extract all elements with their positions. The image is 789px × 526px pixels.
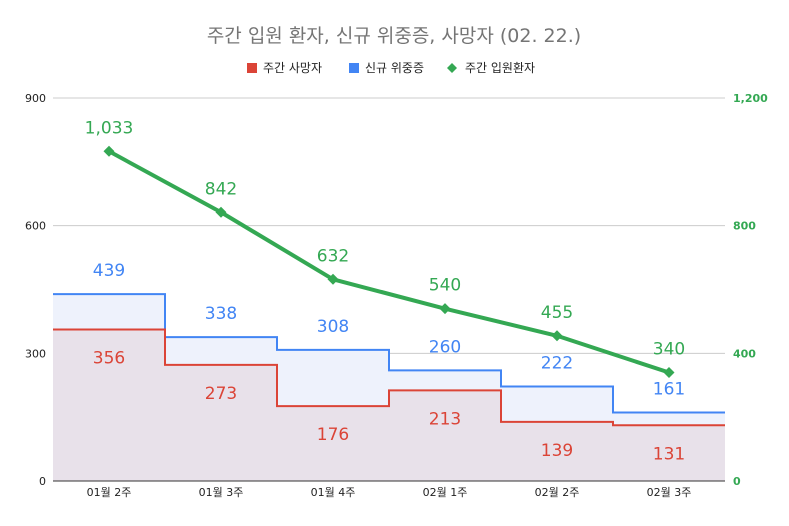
deaths-data-label: 176 bbox=[317, 425, 349, 445]
hospitalized-marker bbox=[551, 330, 563, 342]
hospitalized-data-label: 340 bbox=[653, 339, 685, 359]
x-tick-label: 02월 2주 bbox=[535, 486, 580, 499]
left-y-tick-label: 0 bbox=[39, 475, 46, 488]
right-y-tick-label: 400 bbox=[733, 347, 756, 360]
hospitalized-marker bbox=[215, 206, 227, 218]
severe-data-label: 260 bbox=[429, 337, 461, 357]
severe-data-label: 161 bbox=[653, 379, 685, 399]
data-labels: 439 338 308 260 222 161 356 273 176 213 139 131 1,03… bbox=[85, 118, 686, 464]
deaths-data-label: 356 bbox=[93, 349, 125, 369]
severe-data-label: 439 bbox=[93, 261, 125, 281]
legend: 주간 사망자 신규 위중증 주간 입원환자 bbox=[247, 61, 535, 75]
legend-label-hospitalized: 주간 입원환자 bbox=[465, 61, 535, 75]
hospitalized-data-label: 455 bbox=[541, 303, 573, 323]
legend-swatch-hospitalized bbox=[447, 63, 457, 73]
series-lines bbox=[53, 149, 725, 427]
step-areas bbox=[53, 294, 725, 481]
hospitalized-line bbox=[108, 149, 670, 375]
severe-data-label: 222 bbox=[541, 354, 573, 374]
deaths-step-line bbox=[53, 328, 725, 427]
x-tick-label: 02월 3주 bbox=[647, 486, 692, 499]
hospitalized-data-label: 1,033 bbox=[85, 118, 134, 138]
severe-data-label: 308 bbox=[317, 317, 349, 337]
right-y-tick-label: 800 bbox=[733, 220, 756, 233]
right-y-tick-label: 1,200 bbox=[733, 92, 768, 105]
hospitalized-marker bbox=[103, 145, 115, 157]
right-y-tick-label: 0 bbox=[733, 475, 741, 488]
series-markers bbox=[103, 145, 675, 378]
x-tick-label: 01월 2주 bbox=[87, 486, 132, 499]
severe-data-label: 338 bbox=[205, 304, 237, 324]
legend-label-deaths: 주간 사망자 bbox=[263, 61, 322, 75]
hospitalized-marker bbox=[327, 273, 339, 285]
deaths-data-label: 273 bbox=[205, 384, 237, 404]
hospitalized-marker bbox=[439, 303, 451, 315]
x-tick-label: 01월 3주 bbox=[199, 486, 244, 499]
legend-swatch-severe bbox=[349, 63, 359, 73]
left-y-tick-label: 900 bbox=[25, 92, 46, 105]
deaths-data-label: 213 bbox=[429, 409, 461, 429]
deaths-data-label: 139 bbox=[541, 441, 573, 461]
hospitalized-data-label: 540 bbox=[429, 276, 461, 296]
legend-swatch-deaths bbox=[247, 63, 257, 73]
deaths-data-label: 131 bbox=[653, 444, 685, 464]
left-y-tick-label: 600 bbox=[25, 220, 46, 233]
legend-label-severe: 신규 위중증 bbox=[365, 61, 424, 75]
axes: 01월 2주 01월 3주 01월 4주 02월 1주 02월 2주 02월 3주 0 300… bbox=[25, 92, 768, 499]
hospitalized-data-label: 632 bbox=[317, 246, 349, 266]
left-y-tick-label: 300 bbox=[25, 347, 46, 360]
x-tick-label: 02월 1주 bbox=[423, 486, 468, 499]
x-tick-label: 01월 4주 bbox=[311, 486, 356, 499]
hospitalized-data-label: 842 bbox=[205, 179, 237, 199]
hospitalized-marker bbox=[663, 366, 675, 378]
chart-title: 주간 입원 환자, 신규 위중증, 사망자 (02. 22.) bbox=[207, 25, 581, 47]
